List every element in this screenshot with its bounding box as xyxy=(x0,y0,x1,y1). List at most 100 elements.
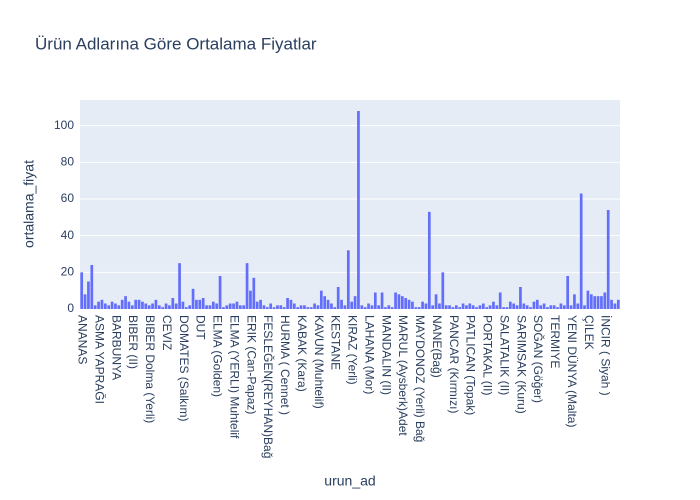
bar xyxy=(610,299,613,309)
x-tick-label: BIBER Dolma (Yerli) xyxy=(143,315,157,423)
bar xyxy=(201,298,205,309)
bar xyxy=(205,305,208,309)
bar xyxy=(444,305,448,309)
bar xyxy=(596,296,600,309)
bar xyxy=(451,307,455,309)
x-tick-label: KESTANE xyxy=(329,315,343,370)
bar xyxy=(117,305,121,309)
bar xyxy=(390,307,394,309)
bar xyxy=(97,301,100,309)
bar xyxy=(492,301,495,309)
bar xyxy=(168,305,171,309)
bar xyxy=(373,292,377,309)
bar xyxy=(208,305,212,309)
bar xyxy=(515,305,519,309)
bar xyxy=(461,303,465,309)
bar xyxy=(384,307,387,309)
bar xyxy=(181,301,185,309)
y-tick-label: 100 xyxy=(54,118,74,132)
x-tick-label: CEVIZ xyxy=(160,315,174,350)
bar xyxy=(481,303,485,309)
bar xyxy=(255,301,259,309)
x-tick-label: FESLEĞEN(REYHAN)Bağ xyxy=(261,315,276,458)
bar xyxy=(438,303,441,309)
bar xyxy=(319,290,323,309)
x-tick-label: PANCAR (Kırmızı) xyxy=(447,315,461,413)
bar xyxy=(424,303,428,309)
bar xyxy=(343,305,347,309)
bar xyxy=(178,263,181,309)
bar xyxy=(535,299,539,309)
bar xyxy=(542,303,546,309)
x-tick-label: TERMIYE xyxy=(548,315,562,368)
bar xyxy=(225,305,229,309)
bar xyxy=(306,307,310,309)
bar xyxy=(350,301,354,309)
bar xyxy=(458,307,462,309)
y-tick-label: 0 xyxy=(67,301,74,315)
x-tick-label: SALATALIK (II) xyxy=(497,315,511,395)
x-tick-label: SARIMSAK (Kuru) xyxy=(514,315,528,414)
bar xyxy=(265,307,269,309)
bar xyxy=(262,305,266,309)
bar xyxy=(360,305,364,309)
bar xyxy=(471,305,475,309)
bar xyxy=(593,296,597,309)
bar xyxy=(232,303,235,309)
x-tick-label: ANANAS xyxy=(76,315,90,364)
bar xyxy=(80,272,84,309)
y-tick-label: 40 xyxy=(61,228,75,242)
x-tick-label: DOMATES (Salkım) xyxy=(177,315,191,421)
bar xyxy=(559,303,563,309)
bar xyxy=(198,299,202,309)
bar xyxy=(269,303,273,309)
bar xyxy=(387,305,391,309)
bar xyxy=(417,307,421,309)
x-tick-label: İNCIR ( Siyah ) xyxy=(599,315,613,396)
bar xyxy=(363,307,367,309)
bar xyxy=(249,290,252,309)
x-tick-label: ERIK (Can-Papaz) xyxy=(244,315,258,414)
x-tick-label: KAVUN (Muhtelif) xyxy=(312,315,326,409)
bar xyxy=(346,250,350,309)
x-tick-label: PATLICAN (Topak) xyxy=(464,315,478,415)
x-tick-label: ELMA (Golden) xyxy=(211,315,225,397)
bar xyxy=(485,307,489,309)
bar xyxy=(174,303,178,309)
bar xyxy=(313,303,316,309)
bar xyxy=(161,307,165,309)
bar xyxy=(188,305,192,309)
bar xyxy=(586,290,590,309)
bar xyxy=(569,305,573,309)
bar xyxy=(141,301,144,309)
bar xyxy=(211,301,215,309)
bar xyxy=(498,292,502,309)
x-tick-label: BARBUNYA xyxy=(109,315,123,380)
bar xyxy=(282,307,286,309)
bar xyxy=(90,265,94,309)
bar xyxy=(606,210,610,309)
x-tick-label: MANDALIN (II) xyxy=(379,315,393,395)
plot-area xyxy=(80,100,620,309)
bar xyxy=(508,301,512,309)
bar xyxy=(478,305,482,309)
bar xyxy=(215,303,219,309)
bar xyxy=(522,303,526,309)
x-tick-label: ELMA (YERLI) Muhtelif xyxy=(227,315,241,439)
bar xyxy=(529,307,532,309)
bar xyxy=(532,301,536,309)
bar xyxy=(576,303,580,309)
bar xyxy=(184,307,188,309)
x-axis-title: urun_ad xyxy=(324,473,375,489)
bar xyxy=(326,299,330,309)
y-tick-label: 60 xyxy=(61,191,75,205)
bar xyxy=(380,292,384,309)
bar xyxy=(495,305,499,309)
bar xyxy=(407,299,411,309)
bar xyxy=(394,292,397,309)
y-tick-label: 20 xyxy=(61,265,75,279)
bar xyxy=(546,307,549,309)
x-tick-label: KIRAZ (Yerli) xyxy=(346,315,360,385)
y-axis-title: ortalama_fiyat xyxy=(21,160,37,248)
